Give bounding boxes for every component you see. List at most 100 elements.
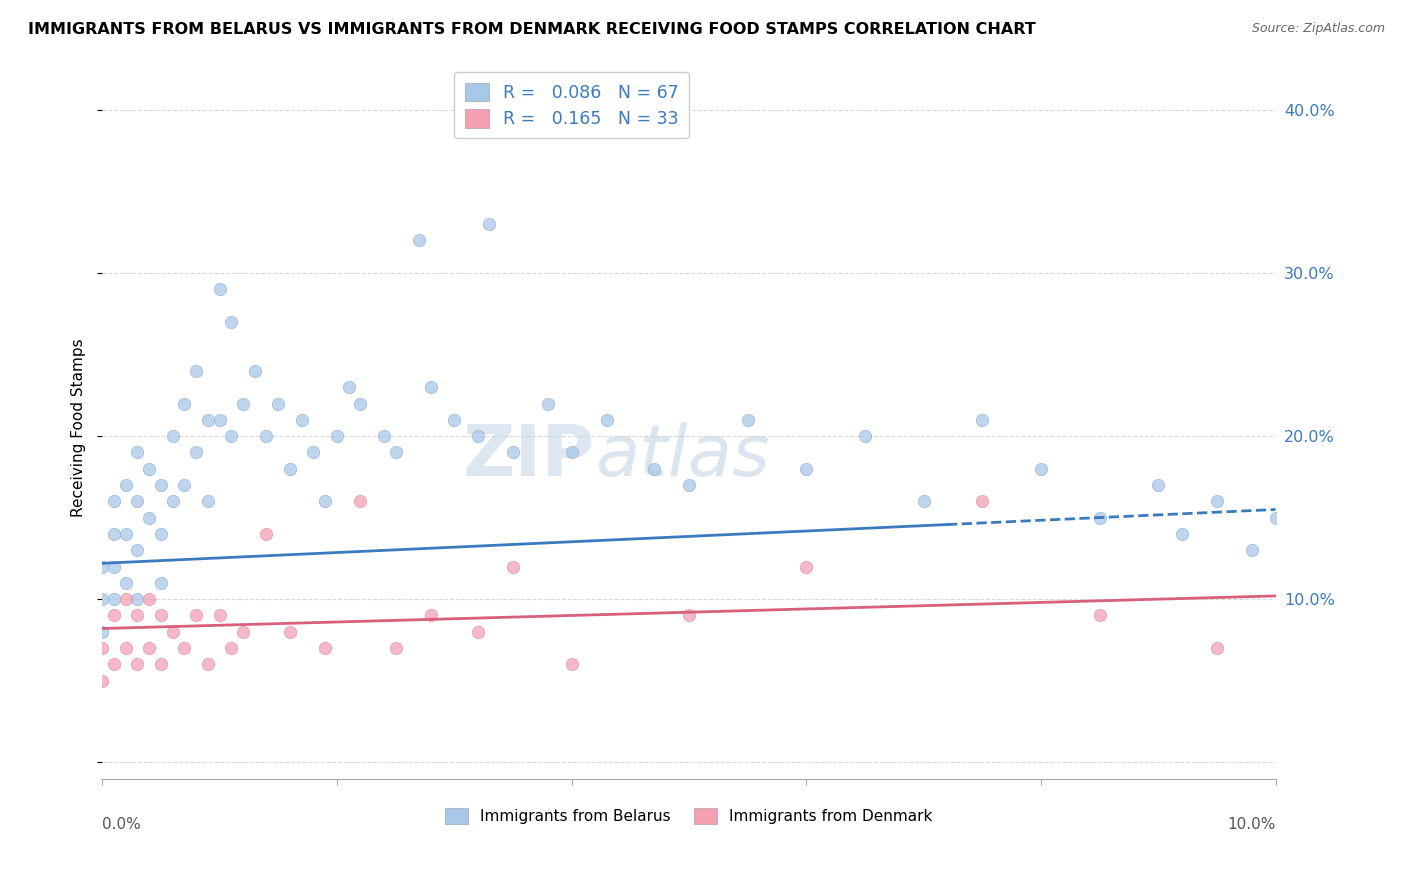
- Point: [337, 380, 360, 394]
- Point: [91, 624, 114, 639]
- Point: [1170, 527, 1192, 541]
- Point: [127, 543, 149, 558]
- Point: [314, 494, 336, 508]
- Point: [219, 315, 242, 329]
- Point: [103, 559, 125, 574]
- Point: [314, 641, 336, 656]
- Point: [114, 641, 136, 656]
- Point: [162, 624, 184, 639]
- Point: [114, 592, 136, 607]
- Point: [184, 364, 207, 378]
- Point: [326, 429, 349, 443]
- Point: [349, 396, 371, 410]
- Point: [972, 494, 994, 508]
- Point: [138, 461, 160, 475]
- Point: [114, 478, 136, 492]
- Point: [467, 624, 489, 639]
- Point: [1088, 510, 1111, 524]
- Point: [1205, 494, 1227, 508]
- Point: [278, 624, 301, 639]
- Point: [853, 429, 876, 443]
- Point: [219, 641, 242, 656]
- Point: [467, 429, 489, 443]
- Point: [794, 559, 817, 574]
- Point: [127, 657, 149, 672]
- Point: [678, 608, 700, 623]
- Text: 0.0%: 0.0%: [103, 817, 141, 832]
- Point: [162, 494, 184, 508]
- Point: [114, 575, 136, 590]
- Text: Source: ZipAtlas.com: Source: ZipAtlas.com: [1251, 22, 1385, 36]
- Point: [208, 413, 231, 427]
- Point: [149, 657, 172, 672]
- Point: [197, 657, 219, 672]
- Point: [384, 641, 406, 656]
- Point: [103, 657, 125, 672]
- Point: [197, 494, 219, 508]
- Point: [91, 559, 114, 574]
- Point: [302, 445, 325, 459]
- Point: [127, 592, 149, 607]
- Point: [149, 527, 172, 541]
- Point: [103, 608, 125, 623]
- Point: [478, 217, 501, 231]
- Text: ZIP: ZIP: [463, 422, 595, 491]
- Point: [1264, 510, 1286, 524]
- Point: [291, 413, 314, 427]
- Point: [114, 527, 136, 541]
- Point: [278, 461, 301, 475]
- Point: [127, 494, 149, 508]
- Point: [443, 413, 465, 427]
- Point: [184, 445, 207, 459]
- Point: [232, 396, 254, 410]
- Point: [103, 592, 125, 607]
- Point: [162, 429, 184, 443]
- Point: [91, 673, 114, 688]
- Text: 10.0%: 10.0%: [1227, 817, 1275, 832]
- Point: [408, 234, 430, 248]
- Point: [267, 396, 290, 410]
- Point: [502, 559, 524, 574]
- Point: [1147, 478, 1170, 492]
- Point: [243, 364, 266, 378]
- Point: [208, 608, 231, 623]
- Point: [502, 445, 524, 459]
- Point: [737, 413, 759, 427]
- Point: [596, 413, 619, 427]
- Point: [149, 478, 172, 492]
- Point: [91, 592, 114, 607]
- Point: [537, 396, 560, 410]
- Point: [349, 494, 371, 508]
- Point: [138, 641, 160, 656]
- Point: [149, 575, 172, 590]
- Point: [373, 429, 395, 443]
- Point: [1029, 461, 1052, 475]
- Point: [256, 527, 278, 541]
- Text: IMMIGRANTS FROM BELARUS VS IMMIGRANTS FROM DENMARK RECEIVING FOOD STAMPS CORRELA: IMMIGRANTS FROM BELARUS VS IMMIGRANTS FR…: [28, 22, 1036, 37]
- Point: [149, 608, 172, 623]
- Point: [127, 608, 149, 623]
- Point: [197, 413, 219, 427]
- Text: atlas: atlas: [595, 422, 769, 491]
- Point: [219, 429, 242, 443]
- Point: [419, 608, 441, 623]
- Point: [138, 510, 160, 524]
- Point: [208, 282, 231, 296]
- Point: [103, 494, 125, 508]
- Point: [912, 494, 935, 508]
- Point: [184, 608, 207, 623]
- Point: [103, 527, 125, 541]
- Point: [1088, 608, 1111, 623]
- Point: [173, 396, 195, 410]
- Point: [173, 478, 195, 492]
- Y-axis label: Receiving Food Stamps: Receiving Food Stamps: [72, 339, 86, 517]
- Point: [232, 624, 254, 639]
- Point: [127, 445, 149, 459]
- Point: [1205, 641, 1227, 656]
- Point: [561, 445, 583, 459]
- Point: [91, 641, 114, 656]
- Point: [561, 657, 583, 672]
- Point: [643, 461, 665, 475]
- Point: [173, 641, 195, 656]
- Point: [419, 380, 441, 394]
